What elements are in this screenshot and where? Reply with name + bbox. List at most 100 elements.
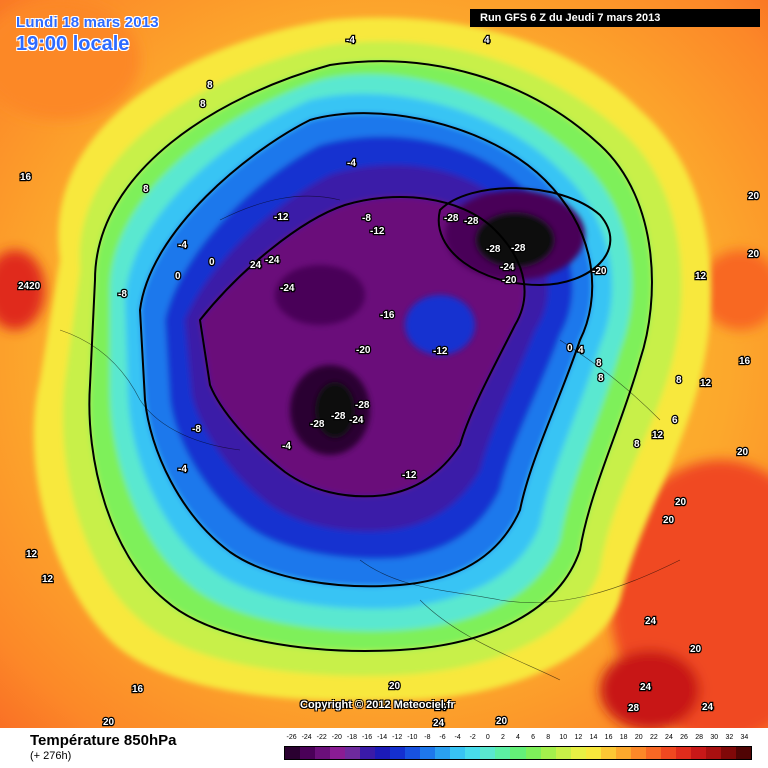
- map-label: 24: [640, 682, 652, 693]
- map-label: 20: [737, 447, 749, 458]
- map-label: 8: [634, 439, 640, 450]
- map-label: -24: [349, 415, 364, 426]
- map-label: 20: [103, 717, 115, 728]
- map-label: 8: [207, 80, 213, 91]
- scale-label: -12: [392, 734, 403, 741]
- scale-label: 18: [619, 734, 628, 741]
- map-label: 12: [700, 378, 712, 389]
- map-label: 8: [143, 184, 149, 195]
- scale-labels: -26 -24 -22 -20 -18 -16 -14 -12 -10 -8 -6 -4 -2 0 2 4 6 8…: [284, 734, 754, 744]
- map-label: 24: [435, 702, 447, 713]
- map-label: -12: [402, 470, 417, 481]
- scale-label: 2: [500, 734, 505, 741]
- lead-time: (+ 276h): [30, 750, 72, 762]
- map-label: 20: [690, 644, 702, 655]
- map-label: -28: [310, 419, 325, 430]
- map-label: 6: [672, 415, 678, 426]
- map-label: -8: [362, 213, 371, 224]
- map-label: -4: [178, 240, 187, 251]
- scale-swatch: [330, 747, 346, 759]
- scale-swatch: [555, 747, 571, 759]
- map-label: 8: [596, 358, 602, 369]
- map-label: -8: [118, 289, 127, 300]
- map-label: -20: [592, 266, 607, 277]
- scale-label: -10: [407, 734, 418, 741]
- scale-swatch: [450, 747, 466, 759]
- scale-swatch: [615, 747, 631, 759]
- map-label: -20: [502, 275, 517, 286]
- scale-label: -26: [286, 734, 297, 741]
- forecast-date: Lundi 18 mars 2013: [16, 14, 159, 31]
- map-label: 0: [567, 343, 573, 354]
- scale-swatch: [390, 747, 406, 759]
- scale-label: 20: [634, 734, 643, 741]
- scale-swatch: [705, 747, 721, 759]
- map-label: 20: [675, 497, 687, 508]
- map-label: -28: [486, 244, 501, 255]
- copyright-text: Copyright © 2012 Meteociel.fr: [300, 699, 455, 711]
- scale-label: -14: [377, 734, 388, 741]
- scale-swatch: [420, 747, 436, 759]
- map-label: 0: [209, 257, 215, 268]
- scale-label: 10: [559, 734, 568, 741]
- scale-label: 0: [485, 734, 490, 741]
- scale-swatch: [495, 747, 511, 759]
- scale-label: -22: [316, 734, 327, 741]
- scale-swatch: [525, 747, 541, 759]
- scale-label: 8: [546, 734, 551, 741]
- map-label: 8: [200, 99, 206, 110]
- parameter-title: Température 850hPa: [30, 732, 177, 749]
- map-label: 0: [175, 271, 181, 282]
- scale-label: 16: [604, 734, 613, 741]
- scale-label: -2: [469, 734, 476, 741]
- map-label: 4: [484, 35, 490, 46]
- scale-swatch: [570, 747, 586, 759]
- forecast-time: 19:00 locale: [16, 33, 130, 55]
- map-label: -12: [370, 226, 385, 237]
- run-info: Run GFS 6 Z du Jeudi 7 mars 2013: [470, 9, 760, 27]
- map-label: 24: [702, 702, 714, 713]
- map-label: -8: [192, 424, 201, 435]
- scale-label: 24: [665, 734, 673, 741]
- scale-swatch: [675, 747, 691, 759]
- scale-label: 30: [710, 734, 719, 741]
- scale-swatch: [285, 747, 301, 759]
- map-label: -24: [500, 262, 515, 273]
- map-label: 24: [433, 718, 445, 728]
- map-label: -12: [274, 212, 289, 223]
- map-label: 16: [20, 172, 32, 183]
- map-label: 20: [663, 515, 675, 526]
- map-label: 12: [26, 549, 38, 560]
- scale-swatch: [480, 747, 496, 759]
- scale-label: 22: [649, 734, 658, 741]
- scale-label: -4: [454, 734, 461, 741]
- scale-swatch: [315, 747, 331, 759]
- map-label: 20: [389, 681, 401, 692]
- map-label: -4: [346, 35, 355, 46]
- scale-swatch: [360, 747, 376, 759]
- scale-label: -18: [346, 734, 357, 741]
- map-label: -4: [178, 464, 187, 475]
- map-label: 8: [598, 373, 604, 384]
- map-label: -28: [331, 411, 346, 422]
- scale-swatch: [435, 747, 451, 759]
- scale-swatch: [300, 747, 316, 759]
- scale-label: 32: [725, 734, 734, 741]
- scale-swatch: [405, 747, 421, 759]
- scale-swatch: [630, 747, 646, 759]
- scale-swatch: [375, 747, 391, 759]
- map-label: -12: [433, 346, 448, 357]
- map-label: 4: [578, 345, 584, 356]
- scale-label: -24: [301, 734, 312, 741]
- map-label: 28: [628, 703, 640, 714]
- map-label: -28: [511, 243, 526, 254]
- scale-label: -20: [331, 734, 342, 741]
- map-label: 16: [132, 684, 144, 695]
- map-label: 12: [695, 271, 707, 282]
- scale-swatch: [465, 747, 481, 759]
- map-label: -28: [355, 400, 370, 411]
- scale-swatch: [735, 747, 751, 759]
- scale-label: 12: [574, 734, 583, 741]
- scale-label: 34: [740, 734, 749, 741]
- map-label: -24: [280, 283, 295, 294]
